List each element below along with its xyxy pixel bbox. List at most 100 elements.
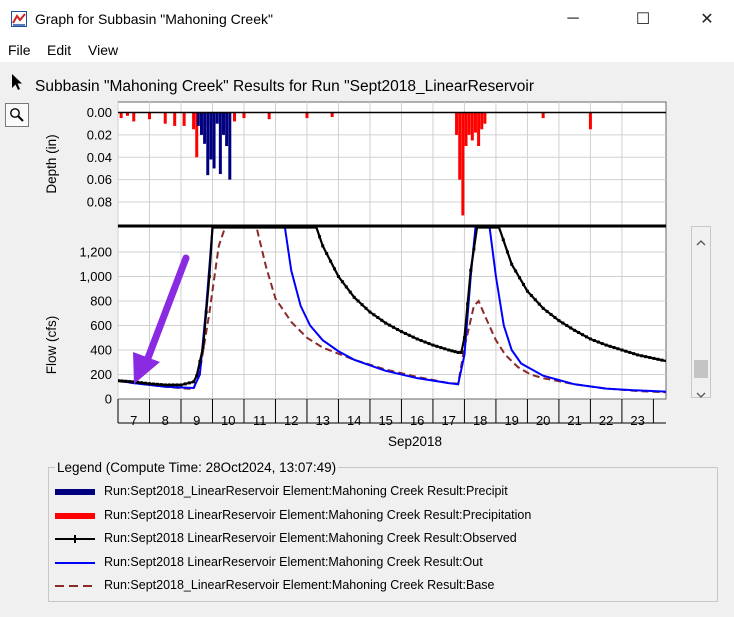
observed-marker (179, 383, 183, 387)
observed-marker (195, 374, 199, 378)
observed-marker (364, 306, 368, 310)
observed-marker (147, 382, 151, 386)
x-axis-label: Sep2018 (388, 434, 442, 449)
observed-marker (144, 381, 148, 385)
arrow-pointer-icon (12, 74, 22, 90)
precip-bar (458, 112, 462, 180)
observed-marker (333, 267, 337, 271)
precip-bar (125, 112, 129, 116)
legend-entry-label: Run:Sept2018 LinearReservoir Element:Mah… (104, 554, 483, 569)
observed-marker (321, 244, 325, 248)
flow-tick-label: 800 (90, 294, 112, 309)
x-tick-label: 12 (284, 413, 298, 428)
observed-marker (557, 319, 561, 323)
observed-marker (518, 276, 522, 280)
close-button[interactable]: ✕ (684, 0, 730, 38)
observed-marker (472, 247, 476, 251)
precip-bar (222, 112, 226, 135)
observed-marker (132, 380, 136, 384)
x-tick-label: 20 (536, 413, 550, 428)
observed-marker (616, 347, 620, 351)
legend-title: Legend (Compute Time: 28Oct2024, 13:07:4… (55, 460, 339, 475)
observed-marker (620, 348, 624, 352)
observed-marker (120, 379, 124, 383)
observed-marker (541, 306, 545, 310)
minimize-button[interactable]: ─ (550, 0, 596, 38)
precip-y-axis-label: Depth (in) (44, 134, 59, 193)
menu-view[interactable]: View (88, 42, 119, 58)
observed-marker (403, 331, 407, 335)
x-tick-label: 23 (630, 413, 644, 428)
x-tick-label: 13 (315, 413, 329, 428)
observed-marker (171, 383, 175, 387)
flow-tick-label: 600 (90, 318, 112, 333)
observed-marker (453, 350, 457, 354)
legend-entry-label: Run:Sept2018 LinearReservoir Element:Mah… (104, 531, 517, 545)
legend-swatch (55, 535, 95, 543)
observed-marker (407, 333, 411, 337)
precip-bar (132, 112, 136, 122)
observed-marker (545, 309, 549, 313)
menu-file[interactable]: File (8, 42, 31, 58)
flow-tick-label: 400 (90, 343, 112, 358)
maximize-button[interactable]: ☐ (620, 0, 666, 38)
observed-marker (529, 293, 533, 297)
precip-bar (461, 112, 465, 216)
observed-marker (584, 335, 588, 339)
observed-marker (459, 350, 463, 354)
flow-tick-label: 200 (90, 367, 112, 382)
observed-marker (533, 298, 537, 302)
observed-marker (336, 275, 340, 278)
observed-marker (380, 318, 384, 322)
observed-marker (151, 382, 155, 386)
scroll-down-icon[interactable] (696, 385, 706, 403)
legend-entry: Run:Sept2018 LinearReservoir Element:Mah… (55, 553, 695, 573)
x-tick-label: 14 (347, 413, 361, 428)
precip-tick-label: 0.06 (87, 172, 112, 187)
precip-bar (477, 112, 481, 147)
x-tick-label: 16 (410, 413, 424, 428)
precip-tick-label: 0.04 (87, 150, 112, 165)
legend-entry-label: Run:Sept2018_LinearReservoir Element:Mah… (104, 484, 508, 498)
flow-panel: 0 200 400 600 800 1,000 1,200 7 8 9 10 11 12 13 14 15 16… (44, 225, 667, 449)
observed-marker (592, 339, 596, 343)
zoom-tool-button[interactable] (5, 103, 29, 127)
observed-marker (561, 321, 565, 325)
observed-marker (344, 285, 348, 289)
observed-marker (423, 340, 427, 344)
scroll-up-icon[interactable] (696, 233, 706, 251)
pointer-tool-button[interactable] (5, 70, 29, 94)
legend-entry: Run:Sept2018_LinearReservoir Element:Mah… (55, 482, 695, 502)
x-tick-label: 15 (378, 413, 392, 428)
observed-marker (175, 383, 179, 387)
precip-bar (209, 112, 213, 160)
x-tick-label: 7 (130, 413, 137, 428)
legend-swatch (55, 585, 95, 587)
x-tick-label: 9 (193, 413, 200, 428)
precip-bar (215, 112, 219, 124)
observed-marker (624, 349, 628, 353)
vertical-scrollbar[interactable] (691, 226, 711, 398)
observed-marker (596, 340, 600, 344)
x-tick-label: 11 (253, 413, 267, 428)
scroll-thumb[interactable] (694, 360, 708, 378)
observed-marker (372, 313, 376, 317)
observed-marker (553, 316, 557, 320)
observed-marker (118, 379, 120, 383)
menu-edit[interactable]: Edit (47, 42, 72, 58)
precip-bar (218, 112, 222, 175)
legend-swatch (55, 561, 95, 564)
precip-bar (212, 112, 216, 169)
legend-entry: Run:Sept2018 LinearReservoir Element:Mah… (55, 529, 695, 549)
title-bar: Graph for Subbasin "Mahoning Creek" ─ ☐ … (0, 0, 734, 38)
precip-bar (119, 112, 123, 119)
observed-marker (399, 330, 403, 334)
x-tick-label: 17 (441, 413, 455, 428)
observed-marker (569, 326, 573, 330)
observed-marker (427, 342, 431, 346)
precip-bar (588, 112, 592, 130)
precip-bar (228, 112, 232, 180)
observed-marker (525, 289, 529, 293)
flow-tick-label: 1,200 (79, 245, 112, 260)
observed-marker (608, 344, 612, 348)
